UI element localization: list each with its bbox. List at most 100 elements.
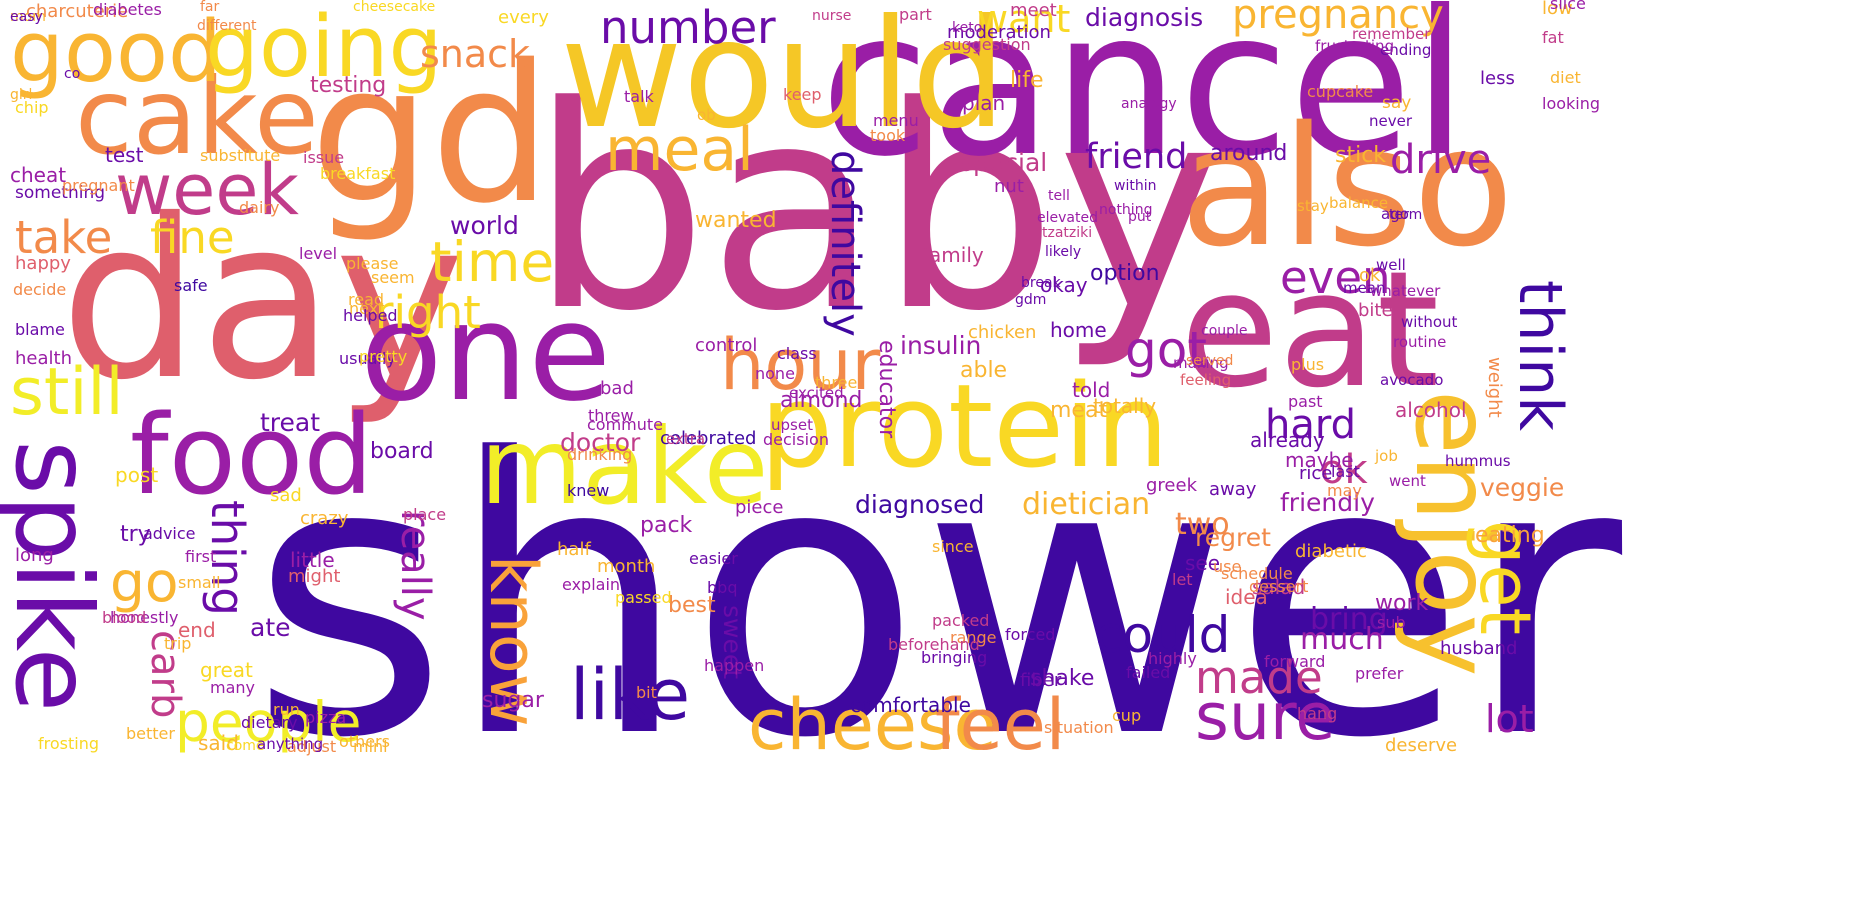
word-maybe: maybe <box>1285 448 1354 472</box>
word-nothing: nothing <box>1099 202 1153 218</box>
word-gd: gd <box>310 24 552 245</box>
word-sugar: sugar <box>482 688 544 713</box>
word-also: also <box>1180 91 1514 283</box>
word-drive: drive <box>1390 137 1492 183</box>
word-dietician: dietician <box>1022 487 1151 522</box>
word-girl: girl <box>10 87 33 103</box>
word-gdm: gdm <box>1015 292 1047 308</box>
word-three: three <box>815 373 858 392</box>
word-since: since <box>932 537 974 556</box>
word-upset: upset <box>771 416 813 434</box>
word-snack: snack <box>420 32 531 76</box>
word-ok: ok <box>1320 447 1368 493</box>
word-cheat: cheat <box>10 163 67 187</box>
word-pizza: pizza <box>305 708 347 727</box>
word-term: term <box>1389 207 1423 223</box>
word-day: day <box>60 172 465 428</box>
word-range: range <box>950 628 997 647</box>
word-easier: easier <box>689 549 738 568</box>
word-testing: testing <box>310 73 387 98</box>
word-excited: excited <box>789 384 844 402</box>
word-hang: hang <box>1297 704 1338 723</box>
word-treat: treat <box>260 408 321 437</box>
word-end: end <box>178 618 216 642</box>
word-cheesecake: cheesecake <box>353 0 436 15</box>
word-take: take <box>15 211 113 264</box>
word-hard: hard <box>1265 402 1356 448</box>
word-make: make <box>480 406 769 528</box>
word-part: part <box>899 5 932 24</box>
word-time: time <box>430 230 555 294</box>
word-sub: sub <box>1377 613 1406 632</box>
word-read: read <box>348 290 385 309</box>
word-weight: weight <box>1484 357 1505 418</box>
word-meat: meat <box>1050 398 1108 423</box>
word-balance: balance <box>1329 194 1389 212</box>
word-level: level <box>299 244 338 263</box>
word-please: please <box>346 254 399 273</box>
word-keto: keto <box>952 20 983 36</box>
word-talk: talk <box>624 87 654 106</box>
word-charcuterie: charcuterie <box>26 1 129 22</box>
word-board: board <box>370 439 434 464</box>
word-salad: salad <box>1252 575 1306 599</box>
word-passed: passed <box>615 588 672 607</box>
word-much: much <box>1300 622 1384 657</box>
word-menu: menu <box>873 111 919 130</box>
word-hour: hour <box>720 324 881 406</box>
word-dairy: dairy <box>239 198 280 217</box>
word-situation: situation <box>1044 718 1114 737</box>
word-health: health <box>15 348 72 369</box>
word-tell: tell <box>1048 188 1070 204</box>
word-happen: happen <box>704 656 765 675</box>
word-still: still <box>10 355 124 430</box>
word-deserve: deserve <box>1385 735 1458 756</box>
word-baby: baby <box>530 47 1223 373</box>
word-commute: commute <box>587 415 664 434</box>
word-trip: trip <box>164 634 192 653</box>
word-next: next <box>349 299 385 318</box>
word-see: see <box>1185 551 1221 575</box>
word-long: long <box>15 545 54 566</box>
word-better: better <box>126 724 175 743</box>
word-break: break <box>1021 275 1061 291</box>
word-plus: plus <box>1291 355 1325 374</box>
word-suggestion: suggestion <box>943 35 1031 54</box>
word-cheese: cheese <box>748 684 997 766</box>
word-going: going <box>205 0 443 97</box>
word-little: little <box>290 548 335 572</box>
word-whatever: whatever <box>1370 282 1441 300</box>
word-piece: piece <box>735 497 784 518</box>
word-lot: lot <box>1485 697 1534 741</box>
word-drinking: drinking <box>567 445 633 464</box>
word-within: within <box>1114 178 1157 194</box>
word-threw: threw <box>588 406 634 425</box>
word-first: first <box>185 547 217 566</box>
word-pregnant: pregnant <box>62 176 135 195</box>
word-rice: rice <box>1299 463 1333 484</box>
word-cup: cup <box>1112 706 1142 725</box>
word-alcohol: alcohol <box>1395 398 1467 422</box>
word-feeling: feeling <box>1180 371 1232 389</box>
word-could: could <box>1095 606 1231 664</box>
word-pack: pack <box>640 513 693 538</box>
word-cupcake: cupcake <box>1307 82 1374 101</box>
word-different: different <box>197 18 257 34</box>
word-highly: highly <box>1148 649 1197 668</box>
word-great: great <box>200 658 253 682</box>
word-totally: totally <box>1093 394 1157 418</box>
word-every: every <box>498 7 549 28</box>
word-mom: mom <box>10 9 46 25</box>
word-cake: cake <box>75 56 319 178</box>
word-run: run <box>273 700 300 719</box>
word-cancel: cancel <box>820 0 1468 201</box>
word-world: world <box>450 211 519 240</box>
word-husband: husband <box>1440 638 1518 659</box>
word-special: special <box>960 148 1048 177</box>
word-post: post <box>115 463 159 487</box>
word-fat: fat <box>1542 28 1564 47</box>
word-half: half <box>557 539 591 560</box>
word-without: without <box>1401 313 1458 331</box>
word-advice: advice <box>143 524 196 543</box>
